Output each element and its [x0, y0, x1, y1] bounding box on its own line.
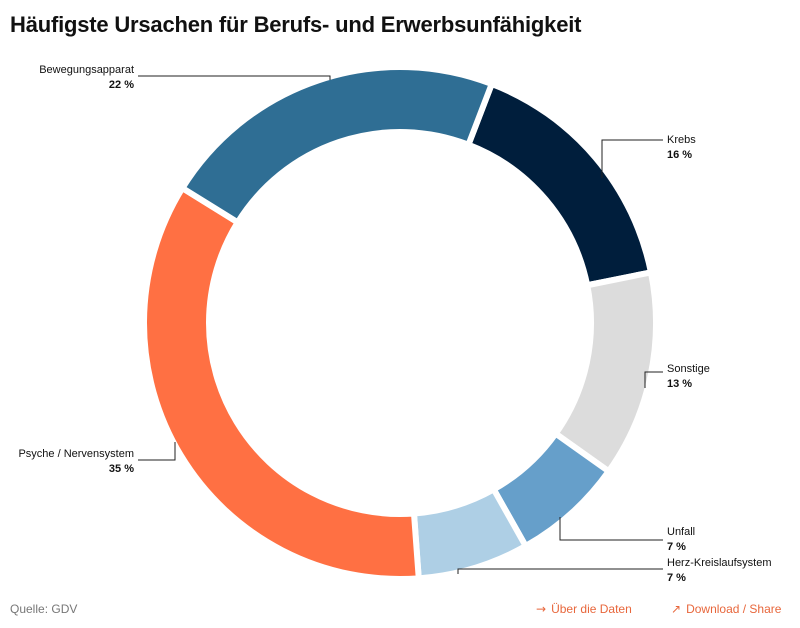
source-note: Quelle: GDV	[10, 602, 78, 616]
leader-line-sonstige	[644, 371, 663, 388]
leader-line-unfall	[559, 517, 663, 541]
slice-krebs	[464, 80, 655, 289]
download-share-label: Download / Share	[686, 602, 782, 616]
arrow-up-right-icon: ↗	[671, 602, 682, 616]
leader-line-krebs	[601, 139, 663, 178]
slice-value-unfall: 7 %	[667, 541, 686, 553]
download-share-link[interactable]: ↗ Download / Share	[671, 602, 781, 616]
slice-label-herz-kreislaufsystem: Herz-Kreislaufsystem	[667, 557, 772, 569]
slice-psyche-nervensystem	[141, 183, 422, 582]
slice-value-bewegungsapparat: 22 %	[109, 79, 134, 91]
slice-value-psyche-nervensystem: 35 %	[109, 463, 134, 475]
arrow-right-icon: →	[536, 602, 547, 616]
about-data-link[interactable]: → Über die Daten	[536, 602, 632, 616]
slice-value-krebs: 16 %	[667, 149, 692, 161]
leader-line-herz-kreislaufsystem	[457, 568, 663, 574]
slice-label-krebs: Krebs	[667, 134, 696, 146]
slice-value-herz-kreislaufsystem: 7 %	[667, 572, 686, 584]
slice-label-unfall: Unfall	[667, 526, 695, 538]
slice-label-sonstige: Sonstige	[667, 363, 710, 375]
about-data-label: Über die Daten	[551, 602, 632, 616]
slice-value-sonstige: 13 %	[667, 378, 692, 390]
slice-bewegungsapparat	[178, 64, 496, 227]
slice-label-psyche-nervensystem: Psyche / Nervensystem	[18, 448, 134, 460]
leader-line-bewegungsapparat	[138, 75, 331, 80]
slice-label-bewegungsapparat: Bewegungsapparat	[39, 64, 134, 76]
chart-title: Häufigste Ursachen für Berufs- und Erwer…	[10, 12, 582, 37]
leader-line-psyche-nervensystem	[138, 442, 176, 461]
